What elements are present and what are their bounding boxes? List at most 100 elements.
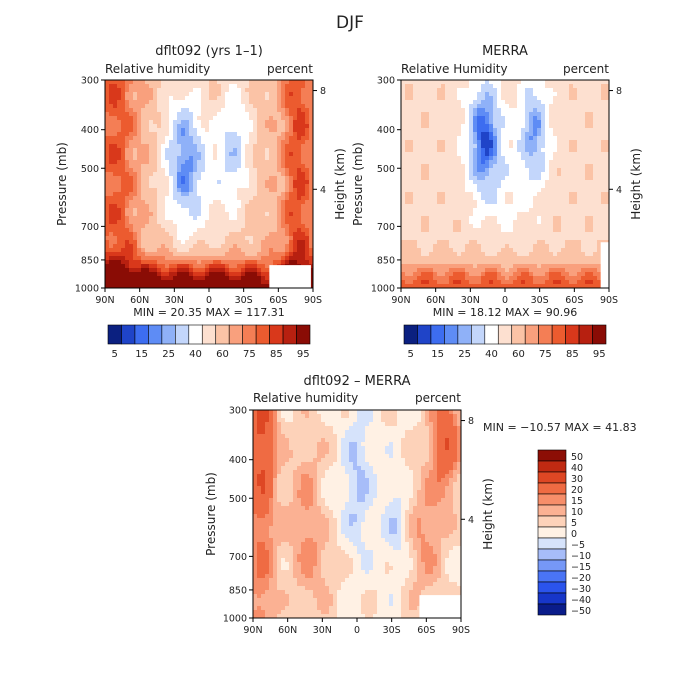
contour-cell [117,212,122,217]
contour-cell [545,124,550,129]
contour-cell [261,88,266,93]
contour-cell [437,168,442,173]
contour-cell [125,180,130,185]
contour-cell [265,124,270,129]
contour-cell [465,100,470,105]
contour-cell [189,184,194,189]
contour-cell [229,104,234,109]
contour-cell [189,160,194,165]
contour-cell [497,212,502,217]
contour-cell [593,96,598,101]
contour-cell [441,248,446,253]
contour-cell [297,140,302,145]
contour-cell [577,128,582,133]
contour-cell [405,100,410,105]
contour-cell [309,268,314,273]
contour-cell [225,200,230,205]
contour-cell [273,168,278,173]
contour-cell [109,92,114,97]
contour-cell [297,232,302,237]
contour-cell [177,168,182,173]
contour-cell [505,100,510,105]
contour-cell [425,152,430,157]
contour-cell [241,184,246,189]
contour-cell [453,104,458,109]
contour-cell [409,148,414,153]
contour-cell [189,268,194,273]
contour-cell [541,96,546,101]
contour-cell [401,252,406,257]
contour-cell [233,236,238,241]
contour-cell [585,168,590,173]
contour-cell [277,152,282,157]
contour-cell [265,236,270,241]
contour-cell [493,192,498,197]
contour-cell [461,200,466,205]
contour-cell [109,244,114,249]
contour-cell [213,256,218,261]
contour-cell [581,108,586,113]
contour-cell [225,184,230,189]
contour-cell [153,164,158,169]
contour-cell [109,180,114,185]
contour-cell [465,132,470,137]
contour-cell [165,116,170,121]
contour-cell [477,180,482,185]
contour-cell [597,192,602,197]
contour-cell [105,112,110,117]
contour-cell [117,176,122,181]
contour-cell [429,136,434,141]
contour-cell [461,108,466,113]
contour-cell [525,92,530,97]
contour-cell [553,112,558,117]
contour-cell [505,84,510,89]
contour-cell [245,136,250,141]
contour-cell [449,192,454,197]
contour-cell [245,216,250,221]
contour-cell [245,200,250,205]
contour-cell [401,212,406,217]
contour-cell [505,244,510,249]
contour-cell [105,164,110,169]
contour-cell [173,200,178,205]
contour-cell [149,120,154,125]
contour-cell [453,160,458,165]
contour-cell [173,260,178,265]
contour-cell [529,220,534,225]
contour-cell [209,88,214,93]
contour-cell [165,164,170,169]
contour-cell [421,224,426,229]
contour-cell [489,116,494,121]
contour-cell [445,236,450,241]
contour-cell [309,260,314,265]
contour-cell [557,200,562,205]
contour-cell [461,112,466,117]
contour-cell [209,240,214,245]
contour-cell [565,168,570,173]
contour-cell [269,188,274,193]
contour-cell [453,232,458,237]
contour-cell [153,88,158,93]
contour-cell [217,268,222,273]
contour-cell [489,148,494,153]
contour-cell [289,136,294,141]
contour-cell [241,172,246,177]
contour-cell [465,208,470,213]
contour-cell [537,248,542,253]
contour-cell [213,272,218,277]
contour-cell [589,136,594,141]
contour-cell [109,140,114,145]
contour-cell [585,112,590,117]
contour-cell [565,116,570,121]
contour-cell [441,124,446,129]
contour-cell [233,128,238,133]
contour-cell [589,200,594,205]
contour-cell [177,84,182,89]
contour-cell [157,112,162,117]
contour-cell [405,124,410,129]
contour-cell [117,280,122,285]
contour-cell [485,136,490,141]
contour-cell [225,252,230,257]
contour-cell [545,88,550,93]
contour-cell [297,156,302,161]
